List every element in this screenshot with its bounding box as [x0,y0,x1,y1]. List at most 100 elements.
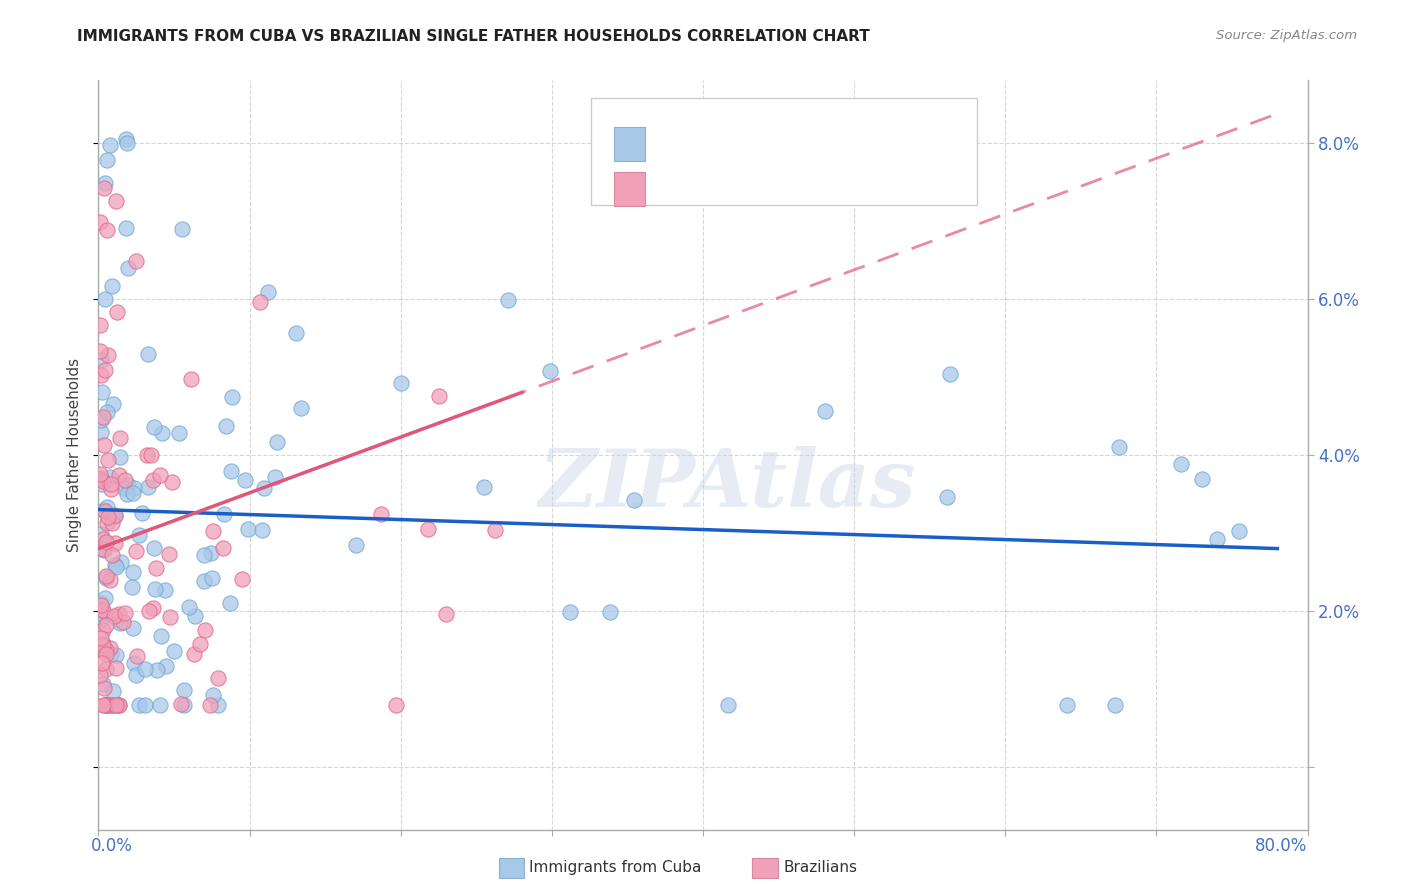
Point [91,474,114,488]
Point [90,631,112,645]
Text: 119: 119 [811,136,845,152]
Point [91,603,114,617]
Text: 0.108: 0.108 [692,181,742,196]
Point [104,535,127,549]
Point [94,698,117,712]
Point [94,176,117,190]
Point [173,682,195,697]
Point [194,624,217,638]
Point [108,616,131,631]
Point [90,425,112,439]
Point [134,698,156,712]
Point [89,215,111,229]
Point [285,326,308,340]
Point [104,194,127,208]
Point [157,548,180,562]
Point [136,347,159,361]
Point [117,478,139,492]
Point [145,561,167,575]
Point [128,528,150,542]
Point [98,641,121,656]
Point [115,132,138,146]
Point [90,368,112,383]
Point [90,541,112,555]
Point [1205,532,1227,546]
Point [96,153,118,168]
Point [89,343,111,358]
Point [238,522,260,536]
Point [188,637,211,651]
Point [96,452,118,467]
Point [104,558,127,572]
Point [138,604,160,618]
Point [149,468,172,483]
Point [266,435,288,450]
Point [128,698,150,712]
Point [1227,524,1250,538]
Point [207,698,229,712]
Point [101,508,124,523]
Point [94,618,117,632]
Point [94,571,117,585]
Point [90,606,112,620]
Point [115,487,138,501]
Point [94,504,117,518]
Point [114,473,136,487]
Point [207,671,229,685]
Point [198,698,221,712]
Point [253,481,276,495]
Point [98,573,121,587]
Point [93,603,115,617]
Point [131,506,153,520]
Point [498,293,520,307]
Point [100,698,122,712]
Point [153,582,176,597]
Point [97,348,120,362]
Point [101,548,124,562]
Point [389,376,412,390]
Point [125,668,148,682]
Point [184,609,207,624]
Point [180,372,202,386]
Text: 80.0%: 80.0% [1256,838,1308,855]
Point [101,516,124,531]
Point [434,607,457,621]
Point [558,605,581,619]
Point [183,647,205,661]
Point [90,526,112,541]
Point [89,318,111,332]
Point [122,622,145,636]
Point [215,419,238,434]
Point [107,698,129,712]
Point [170,697,193,711]
Point [201,524,224,538]
Point [100,476,122,491]
Point [108,698,131,712]
Point [231,572,253,586]
Point [142,600,165,615]
Point [202,688,225,702]
Point [105,648,128,662]
Point [115,136,138,150]
Point [90,596,112,610]
Point [94,662,117,676]
Point [249,294,271,309]
Point [94,292,117,306]
Point [172,222,194,236]
Point [96,405,118,419]
Point [93,180,115,194]
Point [90,612,112,626]
Point [418,523,440,537]
Point [427,389,450,403]
Point [717,698,740,712]
Point [139,448,162,462]
Point [939,368,962,382]
Point [155,659,177,673]
Point [100,647,122,661]
Point [100,482,122,496]
Point [94,698,117,712]
Point [179,600,201,615]
Point [100,470,122,484]
Point [193,548,215,562]
Point [200,545,222,559]
